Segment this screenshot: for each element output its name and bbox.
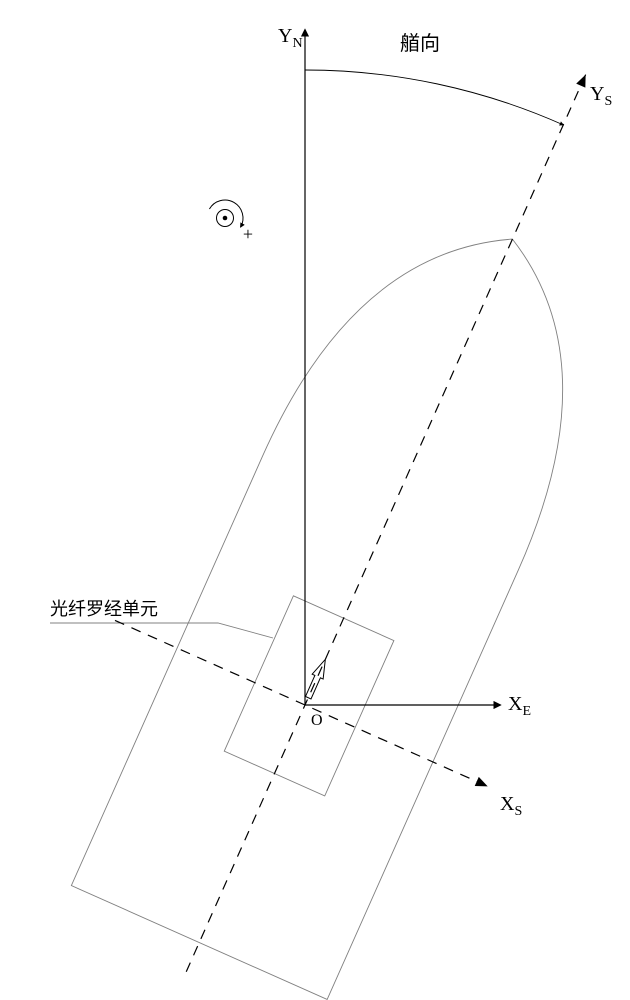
rotation-sense-icon: + [209,200,253,244]
axis-label-xs: XS [500,793,522,819]
origin-label: O [311,712,323,729]
rotation-plus-label: + [243,224,253,244]
axis-label-yn: YN [278,25,303,51]
fiber-compass-unit-label: 光纤罗经单元 [50,599,158,619]
axis-x-ship [115,620,488,786]
unit-label-leader [50,623,273,638]
ship-outline [71,239,562,999]
heading-label: 艏向 [400,32,440,55]
axis-label-xe: XE [508,693,531,719]
axis-label-ys: YS [590,83,612,109]
diagram-canvas: + O YN XE YS XS 艏向 光纤罗经单元 [0,0,630,1000]
axis-y-ship [186,75,585,972]
heading-arc [305,70,563,125]
